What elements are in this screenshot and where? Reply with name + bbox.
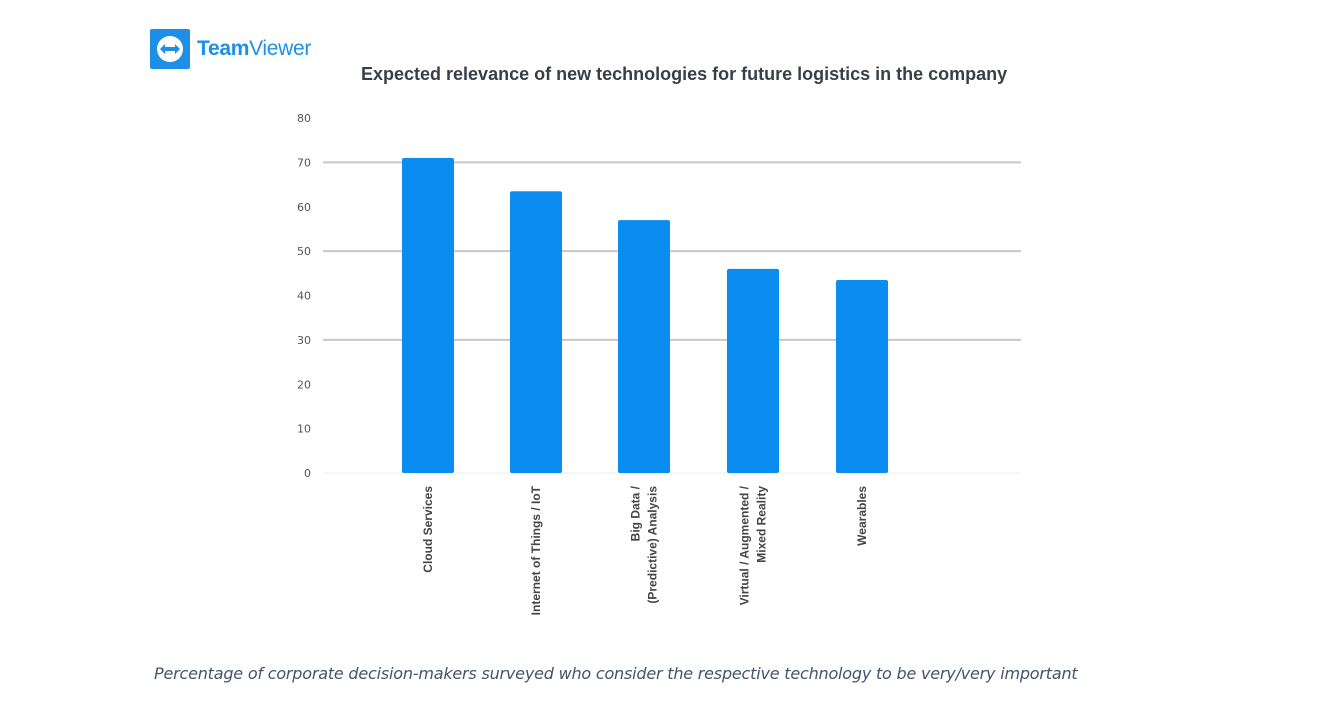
- x-category-label: Wearables: [855, 486, 869, 546]
- x-category-label: (Predictive) Analysis: [646, 486, 660, 604]
- teamviewer-logo: TeamViewer: [150, 29, 311, 69]
- bar-2: [510, 191, 562, 473]
- y-tick-label: 50: [297, 245, 311, 258]
- teamviewer-double-arrow-icon: [150, 29, 190, 69]
- chart-caption: Percentage of corporate decision-makers …: [154, 664, 1078, 683]
- y-tick-label: 40: [297, 290, 311, 303]
- y-tick-label: 20: [297, 378, 311, 391]
- brand-name-light: Viewer: [249, 37, 312, 60]
- chart-title: Expected relevance of new technologies f…: [361, 64, 1008, 84]
- x-category-label: Mixed Reality: [755, 486, 769, 563]
- bar-1: [402, 157, 454, 473]
- x-category-label: Virtual / Augmented /: [738, 485, 752, 605]
- y-tick-label: 10: [297, 423, 311, 436]
- brand-name: TeamViewer: [197, 37, 311, 61]
- y-tick-label: 30: [297, 334, 311, 347]
- y-tick-label: 70: [297, 156, 311, 169]
- brand-name-bold: Team: [197, 37, 250, 60]
- y-tick-label: 0: [304, 467, 311, 480]
- y-tick-label: 80: [297, 112, 311, 125]
- x-category-label: Internet of Things / IoT: [529, 485, 543, 615]
- x-category-label: Big Data /: [629, 485, 643, 541]
- bar-3: [618, 220, 670, 473]
- x-category-label: Cloud Services: [421, 486, 435, 573]
- bar-4: [727, 268, 779, 473]
- y-tick-label: 60: [297, 201, 311, 214]
- bar-5: [836, 279, 888, 473]
